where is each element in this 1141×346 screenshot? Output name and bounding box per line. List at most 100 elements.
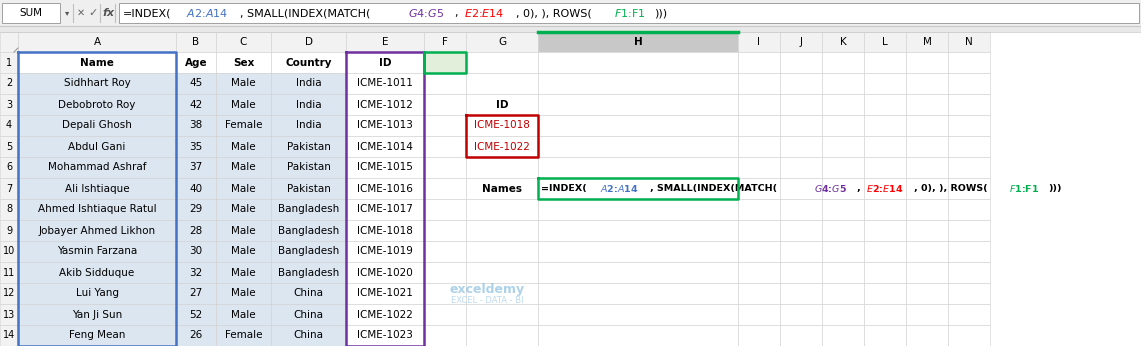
Bar <box>216 32 272 52</box>
Bar <box>0 157 18 178</box>
Bar <box>272 325 346 346</box>
Text: EXCEL - DATA - BI: EXCEL - DATA - BI <box>451 296 524 305</box>
Text: Bangladesh: Bangladesh <box>278 226 339 236</box>
Bar <box>822 157 864 178</box>
Bar <box>466 220 539 241</box>
Bar <box>466 262 539 283</box>
Text: 28: 28 <box>189 226 203 236</box>
Bar <box>18 32 176 52</box>
Bar <box>948 220 990 241</box>
Bar <box>738 241 780 262</box>
Text: 6: 6 <box>6 163 13 173</box>
Text: E: E <box>382 37 388 47</box>
Bar <box>466 157 539 178</box>
Text: ICME-1022: ICME-1022 <box>357 310 413 319</box>
Text: ICME-1019: ICME-1019 <box>357 246 413 256</box>
Text: F: F <box>442 37 448 47</box>
Bar <box>822 115 864 136</box>
Bar <box>346 283 424 304</box>
Text: , SMALL(INDEX(MATCH(: , SMALL(INDEX(MATCH( <box>650 184 777 193</box>
Bar <box>906 32 948 52</box>
Bar <box>18 283 176 304</box>
Bar <box>906 220 948 241</box>
Bar <box>176 94 216 115</box>
Bar <box>948 325 990 346</box>
Text: Male: Male <box>232 226 256 236</box>
Text: Female: Female <box>225 330 262 340</box>
Text: Yasmin Farzana: Yasmin Farzana <box>57 246 137 256</box>
Bar <box>176 199 216 220</box>
Text: 13: 13 <box>3 310 15 319</box>
Bar <box>906 94 948 115</box>
Text: Female: Female <box>225 120 262 130</box>
Bar <box>864 115 906 136</box>
Bar <box>346 32 424 52</box>
Bar <box>176 73 216 94</box>
Bar <box>539 157 738 178</box>
Bar <box>822 283 864 304</box>
Bar <box>0 241 18 262</box>
Bar <box>780 136 822 157</box>
Bar <box>906 157 948 178</box>
Text: =INDEX(: =INDEX( <box>541 184 586 193</box>
Text: Depali Ghosh: Depali Ghosh <box>62 120 132 130</box>
Bar <box>272 283 346 304</box>
Bar <box>2 3 60 23</box>
Bar <box>424 94 466 115</box>
Bar <box>864 178 906 199</box>
Text: $A$2:$A$14: $A$2:$A$14 <box>186 7 228 19</box>
Bar <box>948 178 990 199</box>
Text: ICME-1016: ICME-1016 <box>357 183 413 193</box>
Bar <box>822 94 864 115</box>
Bar <box>539 199 738 220</box>
Text: 11: 11 <box>3 267 15 277</box>
Bar <box>0 52 18 73</box>
Text: India: India <box>296 100 322 109</box>
Bar <box>780 73 822 94</box>
Bar <box>738 199 780 220</box>
Bar <box>0 94 18 115</box>
Bar <box>864 94 906 115</box>
Bar <box>539 262 738 283</box>
Bar <box>424 325 466 346</box>
Bar <box>822 241 864 262</box>
Bar <box>948 304 990 325</box>
Text: exceldemy: exceldemy <box>450 283 525 296</box>
Text: N: N <box>965 37 973 47</box>
Text: Country: Country <box>285 57 332 67</box>
Bar <box>18 136 176 157</box>
Bar <box>539 283 738 304</box>
Text: J: J <box>800 37 802 47</box>
Bar <box>216 325 272 346</box>
Bar <box>424 73 466 94</box>
Bar <box>0 304 18 325</box>
Bar <box>948 94 990 115</box>
Text: Pakistan: Pakistan <box>286 183 331 193</box>
Text: 9: 9 <box>6 226 13 236</box>
Bar <box>424 220 466 241</box>
Text: 45: 45 <box>189 79 203 89</box>
Bar <box>176 32 216 52</box>
Bar <box>346 178 424 199</box>
Bar <box>424 241 466 262</box>
Bar <box>948 241 990 262</box>
Text: , 0), ), ROWS(: , 0), ), ROWS( <box>516 8 592 18</box>
Bar <box>18 115 176 136</box>
Bar <box>780 94 822 115</box>
Text: Male: Male <box>232 310 256 319</box>
Bar <box>466 304 539 325</box>
Bar <box>738 73 780 94</box>
Text: Pakistan: Pakistan <box>286 142 331 152</box>
Bar <box>216 283 272 304</box>
Text: Male: Male <box>232 267 256 277</box>
Text: ))): ))) <box>655 8 667 18</box>
Bar <box>176 283 216 304</box>
Bar <box>780 157 822 178</box>
Bar <box>272 304 346 325</box>
Bar <box>272 73 346 94</box>
Text: Ali Ishtiaque: Ali Ishtiaque <box>65 183 129 193</box>
Text: Bangladesh: Bangladesh <box>278 246 339 256</box>
Bar <box>216 220 272 241</box>
Bar <box>176 178 216 199</box>
Bar <box>18 220 176 241</box>
